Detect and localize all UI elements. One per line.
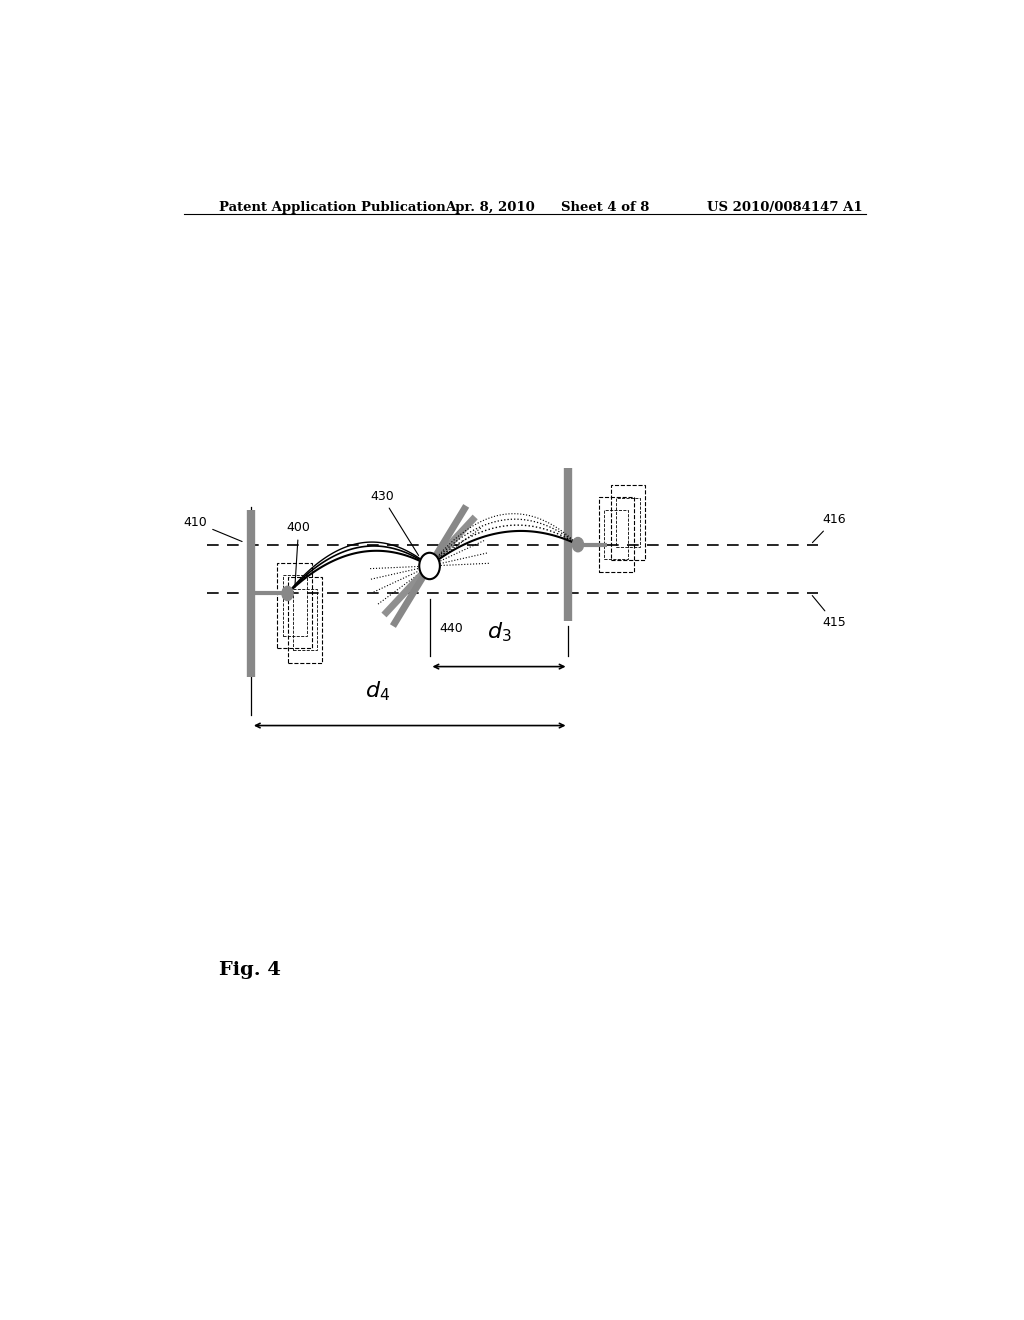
Text: Sheet 4 of 8: Sheet 4 of 8: [560, 201, 649, 214]
Text: 430: 430: [370, 490, 419, 556]
Text: 400: 400: [287, 521, 310, 587]
Text: 416: 416: [812, 513, 846, 543]
Circle shape: [282, 586, 293, 601]
Text: 410: 410: [183, 516, 242, 541]
Text: US 2010/0084147 A1: US 2010/0084147 A1: [708, 201, 863, 214]
Text: Patent Application Publication: Patent Application Publication: [219, 201, 446, 214]
Text: Apr. 8, 2010: Apr. 8, 2010: [445, 201, 536, 214]
Text: $d_4$: $d_4$: [366, 680, 390, 704]
Circle shape: [419, 553, 440, 579]
Text: Fig. 4: Fig. 4: [219, 961, 282, 979]
Text: $d_3$: $d_3$: [486, 620, 511, 644]
Text: 415: 415: [812, 595, 846, 628]
Circle shape: [572, 537, 584, 552]
Text: 440: 440: [439, 622, 463, 635]
